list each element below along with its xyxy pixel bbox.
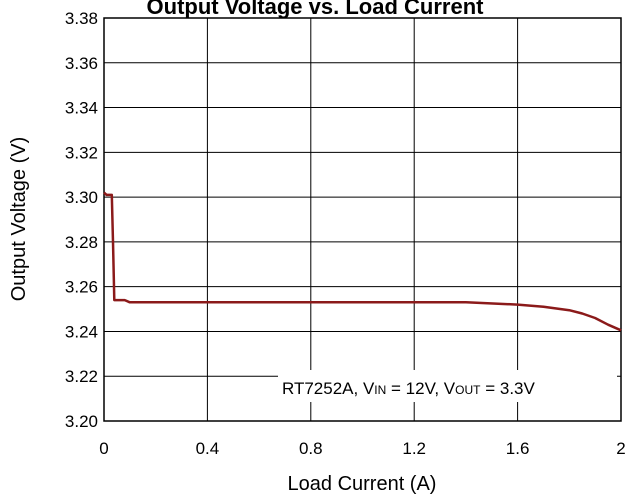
grid xyxy=(103,17,622,422)
y-axis-title: Output Voltage (V) xyxy=(8,137,30,302)
y-tick-labels: 3.20 3.22 3.24 3.26 3.28 3.30 3.32 3.34 3.36 3.38 xyxy=(65,9,98,431)
series-line xyxy=(103,191,622,332)
y-tick-label: 3.22 xyxy=(65,367,98,386)
y-tick-label: 3.34 xyxy=(65,99,98,118)
y-tick-label: 3.32 xyxy=(65,143,98,162)
x-tick-label: 0.8 xyxy=(299,439,323,458)
annotation: RT7252A, VIN = 12V, VOUT = 3.3V xyxy=(282,379,536,398)
x-tick-label: 0 xyxy=(99,439,108,458)
x-tick-label: 0.4 xyxy=(196,439,220,458)
y-tick-label: 3.28 xyxy=(65,233,98,252)
series-group xyxy=(103,191,622,332)
y-tick-label: 3.30 xyxy=(65,188,98,207)
annotation-prefix: RT7252A, V xyxy=(282,379,375,398)
chart-title: Output Voltage vs. Load Current xyxy=(147,0,485,19)
annotation-box xyxy=(278,370,617,402)
plot-frame xyxy=(103,17,622,422)
y-tick-label: 3.20 xyxy=(65,412,98,431)
x-tick-labels: 0 0.4 0.8 1.2 1.6 2 xyxy=(99,439,625,458)
annotation-mid: = 12V, V xyxy=(386,379,456,398)
x-tick-label: 1.6 xyxy=(506,439,530,458)
annotation-sub-out: OUT xyxy=(455,383,481,397)
annotation-sub-in: IN xyxy=(374,383,386,397)
y-tick-label: 3.26 xyxy=(65,278,98,297)
y-tick-label: 3.38 xyxy=(65,9,98,28)
y-tick-label: 3.36 xyxy=(65,54,98,73)
x-tick-label: 2 xyxy=(616,439,625,458)
annotation-suffix: = 3.3V xyxy=(481,379,536,398)
x-tick-label: 1.2 xyxy=(402,439,426,458)
x-axis-title: Load Current (A) xyxy=(288,473,437,495)
y-tick-label: 3.24 xyxy=(65,322,98,341)
